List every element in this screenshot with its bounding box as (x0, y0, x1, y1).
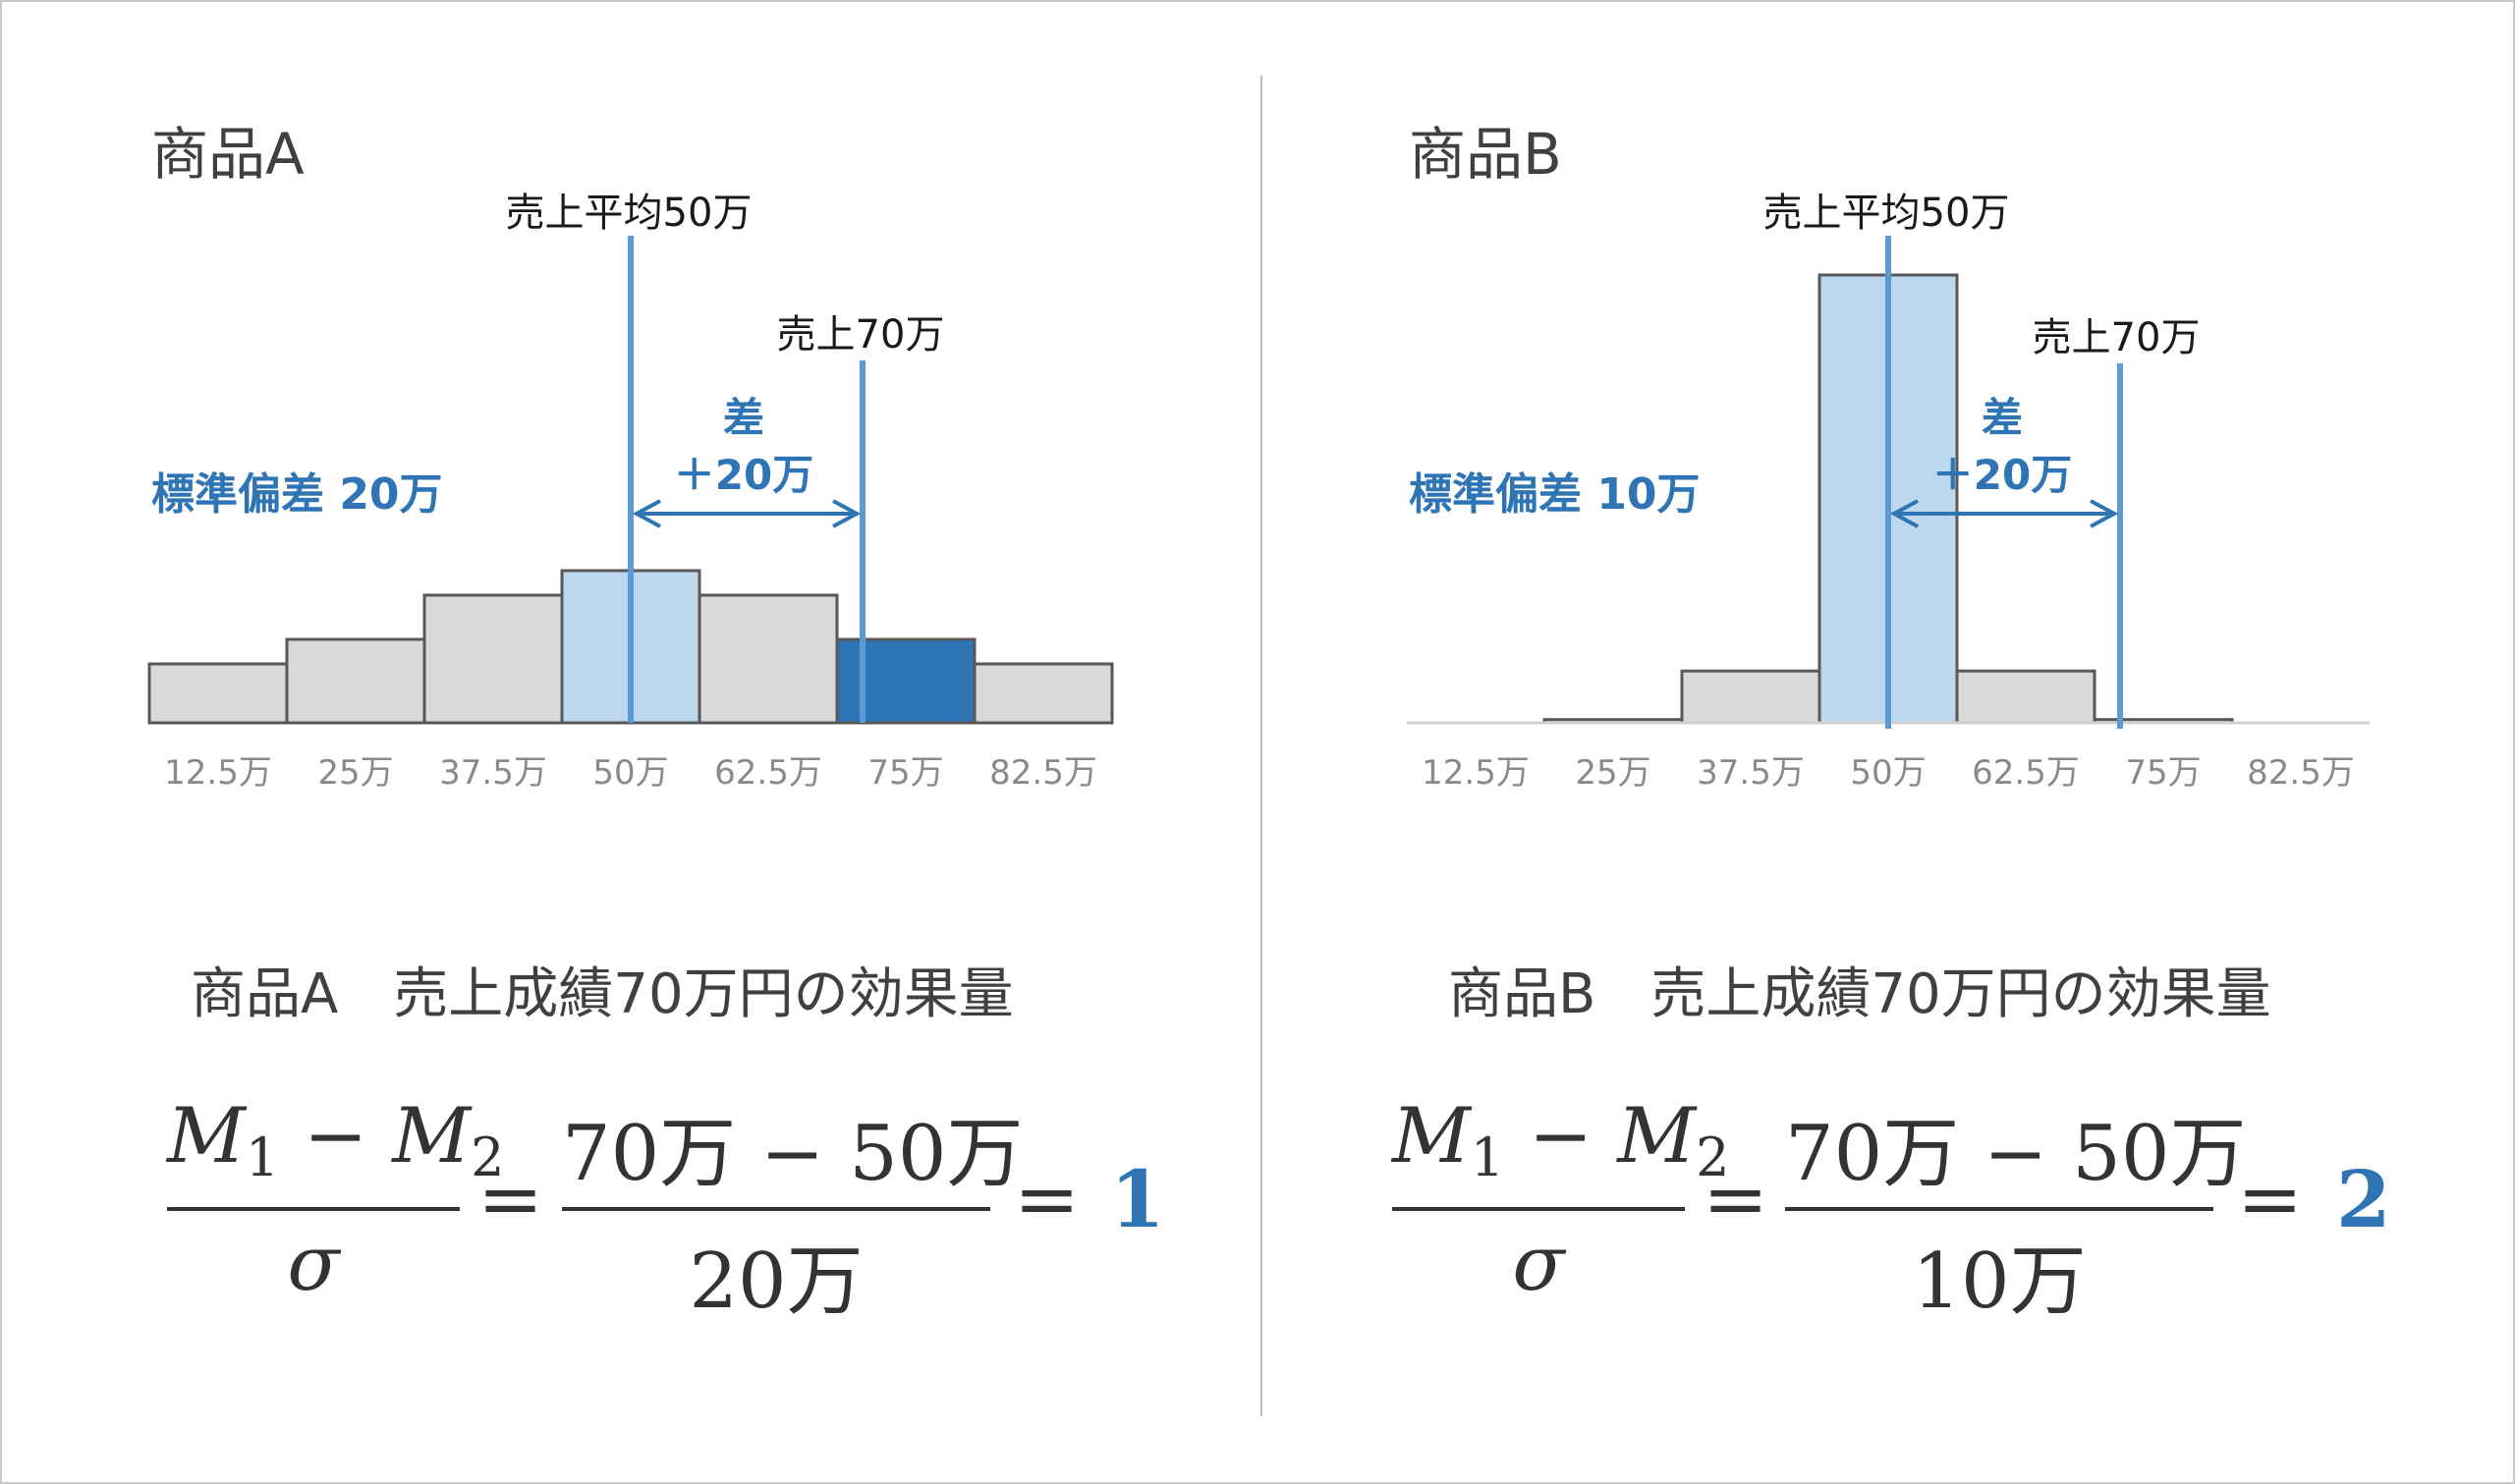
panel-b-rhs-fraction-bar (1785, 1207, 2213, 1211)
panel-a-tick-label-6: 82.5万 (989, 753, 1097, 793)
panel-a-result: 1 (1110, 1153, 1165, 1245)
panel-a-rhs-fraction: 70万 − 50万 20万 (562, 1092, 1024, 1326)
panel-a-rhs-numerator: 70万 − 50万 (562, 1110, 1024, 1198)
panel-a-rhs-denominator: 20万 (689, 1237, 864, 1326)
panel-b-rhs-numerator: 70万 − 50万 (1785, 1110, 2247, 1198)
panel-b-tick-labels: 12.5万 25万 37.5万 50万 62.5万 75万 82.5万 (1422, 753, 2355, 793)
panel-b-sd-label: 標準偏差 10万 (1409, 469, 1701, 520)
panel-b-result: 2 (2336, 1153, 2391, 1245)
panel-a-title: 商品A (151, 121, 305, 188)
panel-b-tick-label-3: 50万 (1850, 753, 1926, 793)
panel-a-lhs-denominator: σ (287, 1220, 340, 1308)
panel-a-tick-label-2: 37.5万 (439, 753, 547, 793)
panel-b-lhs-fraction-bar (1392, 1207, 1685, 1211)
panel-b-diff-label-top: 差 (1982, 394, 2023, 442)
panel-b-tick-label-6: 82.5万 (2247, 753, 2355, 793)
panel-a-sd-label: 標準偏差 20万 (151, 469, 443, 520)
panel-a-bar-4 (698, 593, 839, 725)
panel-a-sales-label: 売上70万 (777, 312, 945, 357)
panel-a-equals-1: = (477, 1153, 544, 1244)
panel-a-tick-label-3: 50万 (592, 753, 668, 793)
panel-b-rhs-denominator: 10万 (1912, 1237, 2087, 1326)
panel-b-title: 商品B (1409, 121, 1562, 188)
panel-b-tick-label-4: 62.5万 (1972, 753, 2080, 793)
panel-a-mean-label: 売上平均50万 (506, 191, 753, 236)
panel-b-effect-title: 商品B 売上成績70万円の効果量 (1448, 962, 2271, 1026)
panel-a-diff-label-top: 差 (723, 394, 764, 442)
panel-a-tick-label-4: 62.5万 (714, 753, 822, 793)
panel-b-bar-2 (1680, 669, 1821, 725)
panel-b-tick-label-2: 37.5万 (1697, 753, 1805, 793)
panel-a-tick-labels: 12.5万 25万 37.5万 50万 62.5万 75万 82.5万 (164, 753, 1097, 793)
panel-b-tick-label-0: 12.5万 (1422, 753, 1530, 793)
panel-a-equals-2: = (1014, 1153, 1081, 1244)
panel-b-mean-label: 売上平均50万 (1763, 191, 2010, 236)
panel-b-tick-label-1: 25万 (1575, 753, 1650, 793)
panel-a-rhs-fraction-bar (562, 1207, 990, 1211)
panel-a-tick-label-5: 75万 (867, 753, 943, 793)
panel-b-lhs-denominator: σ (1512, 1220, 1565, 1308)
panel-divider (1260, 76, 1262, 1416)
panel-a-tick-label-0: 12.5万 (164, 753, 272, 793)
panel-b-tick-label-5: 75万 (2125, 753, 2201, 793)
panel-a-histogram: 12.5万 25万 37.5万 50万 62.5万 75万 82.5万 売上平均50万 売上… (147, 191, 1114, 793)
panel-a-effect-title: 商品A 売上成績70万円の効果量 (191, 962, 1014, 1026)
panel-b-sales-label: 売上70万 (2033, 315, 2201, 360)
panel-a-diff-label-bottom: ＋20万 (674, 451, 813, 499)
panel-a-diff-arrow (632, 499, 862, 528)
panel-b-lhs-numerator: M1 − M2 (1392, 1092, 1730, 1188)
panel-b-diff-label-bottom: ＋20万 (1932, 451, 2072, 499)
panel-b-diff-arrow (1889, 499, 2119, 528)
panel-a-lhs-numerator: M1 − M2 (167, 1092, 505, 1188)
panel-b-equals-2: = (2237, 1153, 2304, 1244)
panel-b-lhs-fraction: M1 − M2 σ (1392, 1092, 1730, 1308)
panel-b-histogram: 12.5万 25万 37.5万 50万 62.5万 75万 82.5万 売上平均50万 売上… (1407, 191, 2370, 793)
panel-a-bar-1 (285, 637, 426, 725)
panel-a-tick-label-1: 25万 (317, 753, 393, 793)
panel-b-equals-1: = (1703, 1153, 1769, 1244)
panel-b-rhs-fraction: 70万 − 50万 10万 (1785, 1092, 2247, 1326)
panel-a-lhs-fraction-bar (167, 1207, 460, 1211)
panel-a-bar-2 (422, 593, 564, 725)
panel-a-lhs-fraction: M1 − M2 σ (167, 1092, 505, 1308)
panel-b-bar-4 (1955, 669, 2096, 725)
